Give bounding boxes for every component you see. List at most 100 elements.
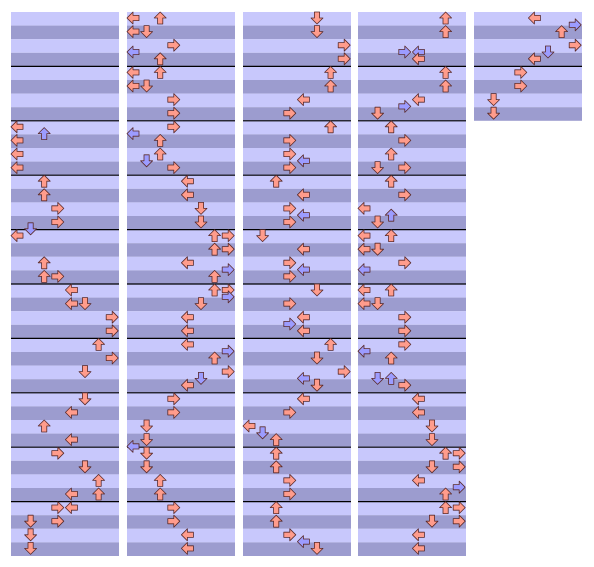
beat-stripe — [474, 93, 582, 108]
beat-stripe — [127, 270, 235, 284]
beat-stripe — [11, 501, 119, 516]
beat-stripe — [243, 256, 351, 271]
beat-stripe — [11, 515, 119, 529]
beat-stripe — [243, 270, 351, 284]
step-arrow — [221, 365, 235, 379]
step-arrow — [283, 215, 297, 229]
beat-stripe — [474, 80, 582, 94]
step-arrow — [296, 535, 310, 548]
step-arrow — [180, 256, 194, 270]
step-arrow — [425, 419, 439, 433]
step-arrow — [10, 161, 24, 175]
step-arrow — [256, 426, 270, 440]
beat-stripe — [358, 474, 466, 488]
step-arrow — [357, 242, 371, 256]
step-arrow — [194, 201, 208, 215]
step-arrow — [411, 542, 425, 555]
beat-stripe — [243, 216, 351, 230]
step-arrow — [283, 256, 297, 270]
step-arrow — [371, 297, 385, 311]
beat-stripe — [243, 25, 351, 40]
beat-stripe — [243, 488, 351, 502]
beat-stripe — [243, 311, 351, 325]
step-arrow — [208, 229, 222, 243]
beat-stripe — [358, 433, 466, 448]
step-arrow — [283, 528, 297, 542]
step-arrow — [242, 419, 256, 433]
step-arrow — [78, 297, 92, 311]
step-arrow — [180, 542, 194, 555]
beat-stripe — [358, 406, 466, 420]
step-arrow — [65, 283, 78, 297]
beat-stripe — [474, 107, 582, 121]
beat-stripe — [243, 175, 351, 189]
beat-stripe — [11, 93, 119, 108]
step-arrow — [452, 480, 466, 494]
step-arrow — [208, 242, 222, 256]
step-arrow — [167, 106, 181, 120]
beat-stripe — [11, 297, 119, 312]
step-arrow — [283, 201, 297, 215]
step-arrow — [51, 201, 65, 215]
step-arrow — [24, 514, 38, 528]
beat-stripe — [127, 39, 235, 53]
step-arrow — [140, 460, 154, 474]
beat-stripe — [127, 161, 235, 176]
step-arrow — [371, 242, 385, 256]
beat-stripe — [127, 188, 235, 203]
step-arrow — [180, 174, 194, 188]
beat-stripe — [243, 420, 351, 434]
beat-stripe — [358, 229, 466, 244]
beat-stripe — [127, 501, 235, 516]
step-arrow — [371, 106, 385, 120]
step-arrow — [269, 514, 283, 528]
beat-stripe — [358, 447, 466, 461]
beat-stripe — [11, 338, 119, 352]
beat-stripe — [243, 66, 351, 80]
beat-stripe — [11, 39, 119, 53]
step-arrow — [51, 514, 65, 528]
beat-stripe — [127, 460, 235, 475]
beat-stripe — [127, 392, 235, 407]
step-arrow — [357, 201, 371, 215]
step-arrow — [283, 317, 297, 331]
beat-stripe — [127, 447, 235, 461]
beat-stripe — [358, 202, 466, 216]
chart-column — [474, 11, 582, 121]
step-arrow — [167, 501, 181, 515]
chart-column — [357, 11, 466, 556]
beat-stripe — [243, 120, 351, 135]
step-arrow — [371, 161, 385, 175]
step-arrow — [357, 283, 371, 297]
beat-stripe — [358, 107, 466, 121]
step-arrow — [78, 365, 92, 379]
beat-stripe — [358, 488, 466, 502]
beat-stripe — [127, 338, 235, 352]
beat-stripe — [358, 270, 466, 284]
step-arrow — [269, 433, 283, 447]
beat-stripe — [243, 365, 351, 380]
beat-stripe — [243, 52, 351, 67]
step-arrow — [411, 405, 425, 419]
beat-stripe — [11, 120, 119, 135]
step-arrow — [208, 269, 222, 283]
step-arrow — [78, 392, 92, 406]
step-arrow — [153, 52, 167, 66]
step-arrow — [296, 392, 310, 406]
step-arrow — [398, 256, 412, 270]
step-arrow — [140, 154, 154, 168]
step-arrow — [140, 433, 154, 447]
step-arrow — [194, 297, 208, 311]
step-arrow — [221, 229, 235, 243]
step-arrow — [92, 473, 105, 487]
step-arrow — [452, 446, 466, 460]
step-arrow — [37, 127, 51, 141]
step-arrow — [269, 501, 283, 515]
step-arrow — [167, 38, 181, 52]
step-arrow — [439, 501, 453, 515]
beat-stripe — [127, 202, 235, 216]
beat-stripe — [358, 515, 466, 529]
step-arrow — [296, 324, 310, 338]
beat-stripe — [243, 324, 351, 339]
step-arrow — [153, 473, 167, 487]
